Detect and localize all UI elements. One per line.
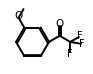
Text: F: F — [77, 31, 83, 41]
Text: F: F — [67, 49, 73, 59]
Text: O: O — [14, 11, 23, 21]
Text: O: O — [56, 19, 64, 29]
Text: F: F — [79, 39, 85, 49]
